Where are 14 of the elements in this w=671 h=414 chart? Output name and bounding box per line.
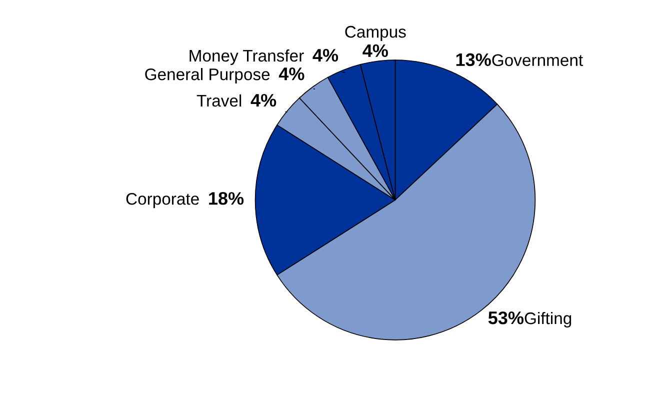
slice-label: Corporate: [126, 192, 199, 208]
slice-label: Travel: [196, 94, 242, 107]
data-label: 4%: [278, 68, 304, 80]
data-label: 13%: [456, 53, 491, 66]
data-label: 18%: [209, 192, 244, 205]
slice-label: Money Transfer: [190, 49, 304, 65]
data-label: 4%: [250, 94, 276, 107]
data-label: 4%: [362, 44, 388, 58]
slice-label: General Purpose: [145, 68, 270, 84]
data-label: 4%: [312, 48, 338, 62]
slice-label: Campus: [345, 26, 406, 42]
slice-label: Gifting: [524, 312, 572, 328]
data-label: 53%: [488, 311, 524, 324]
slice-label: Government: [492, 54, 583, 66]
